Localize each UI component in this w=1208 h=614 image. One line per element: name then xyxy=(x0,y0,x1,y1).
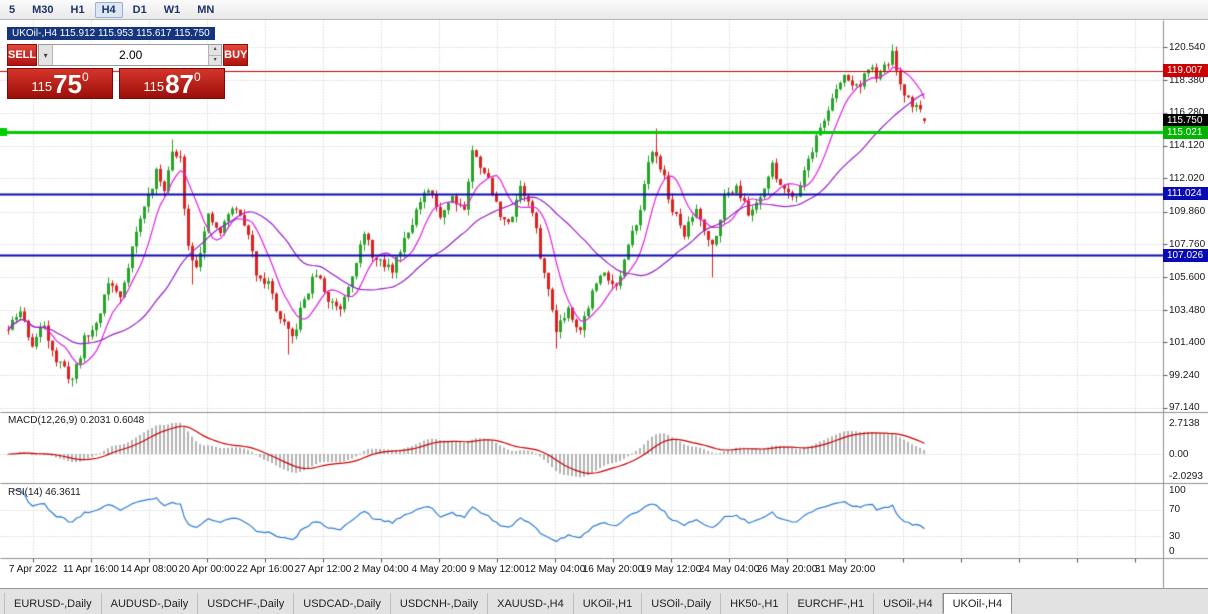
timeframe-toolbar: 5 M30 H1 H4 D1 W1 MN xyxy=(0,0,1208,20)
bid-price-display[interactable]: 115 75 0 xyxy=(7,68,113,99)
time-axis-label: 4 May 20:00 xyxy=(411,564,467,575)
chart-tab-hk50-h1[interactable]: HK50-,H1 xyxy=(721,593,789,614)
rsi-scale-tick: 70 xyxy=(1169,504,1181,516)
trade-buttons-row: SELL ▾ ▴ ▾ BUY xyxy=(7,44,249,66)
timeframe-button-H4[interactable]: H4 xyxy=(94,1,123,18)
price-scale-tick: 99.240 xyxy=(1169,369,1200,381)
volume-input[interactable] xyxy=(53,45,209,65)
volume-dropdown-button[interactable]: ▾ xyxy=(39,45,54,65)
trade-prices-row: 115 75 0 115 87 0 xyxy=(7,68,225,99)
chart-ohlc-info: UKOil-,H4 115.912 115.953 115.617 115.75… xyxy=(7,27,215,40)
price-marker-115.021: 115.021 xyxy=(1163,125,1208,139)
rsi-scale-tick: 0 xyxy=(1169,545,1175,557)
time-axis-label: 24 May 04:00 xyxy=(698,564,760,575)
time-axis-label: 9 May 12:00 xyxy=(469,564,525,575)
timeframe-button-D1[interactable]: D1 xyxy=(132,3,147,16)
macd-indicator-label: MACD(12,26,9) 0.2031 0.6048 xyxy=(8,415,145,426)
time-axis-label: 12 May 04:00 xyxy=(524,564,586,575)
buy-button[interactable]: BUY xyxy=(223,44,249,66)
bid-big-digits: 75 xyxy=(53,69,82,99)
bid-pip-digit: 0 xyxy=(81,70,89,84)
macd-scale-tick: 0.00 xyxy=(1169,448,1189,460)
timeframe-button-5[interactable]: 5 xyxy=(9,3,16,16)
price-scale-tick: 109.860 xyxy=(1169,206,1206,218)
price-marker-107.026: 107.026 xyxy=(1163,248,1208,262)
time-axis-label: 19 May 12:00 xyxy=(640,564,702,575)
volume-increase-button[interactable]: ▴ xyxy=(209,45,222,56)
price-marker-119.007: 119.007 xyxy=(1163,64,1208,78)
price-scale-tick: 107.760 xyxy=(1169,238,1206,250)
timeframe-button-M30[interactable]: M30 xyxy=(32,3,54,16)
sell-button[interactable]: SELL xyxy=(7,44,38,66)
price-scale-tick: 101.400 xyxy=(1169,336,1206,348)
timeframe-button-W1[interactable]: W1 xyxy=(163,3,181,16)
ask-prefix: 115 xyxy=(143,79,165,94)
timeframe-button-MN[interactable]: MN xyxy=(197,3,215,16)
ask-price-display[interactable]: 115 87 0 xyxy=(119,68,225,99)
time-axis-label: 2 May 04:00 xyxy=(353,564,409,575)
chart-tab-usoil-h4[interactable]: USOil-,H4 xyxy=(874,593,943,614)
one-click-trading-panel: SELL ▾ ▴ ▾ BUY 115 75 0 115 87 0 xyxy=(7,44,249,99)
time-axis-label: 11 Apr 16:00 xyxy=(63,564,119,575)
price-scale-tick: 112.020 xyxy=(1169,172,1205,184)
time-axis-label: 22 Apr 16:00 xyxy=(236,564,294,575)
time-axis-label: 16 May 20:00 xyxy=(582,564,644,575)
macd-scale-tick: 2.7138 xyxy=(1169,417,1200,429)
rsi-scale-tick: 30 xyxy=(1169,530,1181,542)
chart-tabs-bar: EURUSD-,Daily AUDUSD-,Daily USDCHF-,Daily U… xyxy=(0,588,1208,614)
time-axis-label: 27 Apr 12:00 xyxy=(294,564,352,575)
volume-spinner: ▴ ▾ xyxy=(208,45,222,65)
price-scale-tick: 120.540 xyxy=(1169,41,1206,53)
bid-prefix: 115 xyxy=(31,79,53,94)
chart-tab-usoil-daily[interactable]: USOil-,Daily xyxy=(642,593,722,614)
chart-tab-usdchf-daily[interactable]: USDCHF-,Daily xyxy=(198,593,295,614)
time-axis-label: 26 May 20:00 xyxy=(756,564,818,575)
volume-decrease-button[interactable]: ▾ xyxy=(209,55,222,65)
price-scale-tick: 103.480 xyxy=(1169,304,1206,316)
timeframe-button-H1[interactable]: H1 xyxy=(70,3,85,16)
chart-tab-audusd-daily[interactable]: AUDUSD-,Daily xyxy=(101,593,199,614)
price-scale-tick: 116.280 xyxy=(1169,107,1205,119)
chart-tab-eurusd-daily[interactable]: EURUSD-,Daily xyxy=(4,593,102,614)
rsi-scale-tick: 100 xyxy=(1169,484,1186,496)
ask-big-digits: 87 xyxy=(165,69,194,99)
chart-tab-eurchf-h1[interactable]: EURCHF-,H1 xyxy=(788,593,875,614)
price-scale-tick: 114.120 xyxy=(1169,140,1205,152)
price-marker-111.024: 111.024 xyxy=(1163,187,1208,201)
time-axis-label: 7 Apr 2022 xyxy=(8,564,58,575)
chart-tab-usdcad-daily[interactable]: USDCAD-,Daily xyxy=(294,593,391,614)
chart-tab-ukoil-h1[interactable]: UKOil-,H1 xyxy=(573,593,643,614)
chart-tab-ukoil-h4[interactable]: UKOil-,H4 xyxy=(942,593,1013,614)
ask-pip-digit: 0 xyxy=(193,70,201,84)
chart-tab-usdcnh-daily[interactable]: USDCNH-,Daily xyxy=(390,593,489,614)
price-scale-tick: 97.140 xyxy=(1169,402,1200,414)
chevron-down-icon: ▾ xyxy=(43,50,48,60)
price-scale-tick: 105.600 xyxy=(1169,271,1206,283)
macd-scale-tick: -2.0293 xyxy=(1169,471,1203,483)
time-axis-label: 20 Apr 00:00 xyxy=(178,564,236,575)
time-axis-label: 14 Apr 08:00 xyxy=(120,564,178,575)
price-scale-tick: 118.380 xyxy=(1169,74,1205,86)
price-marker-115.750: 115.750 xyxy=(1163,114,1208,128)
rsi-indicator-label: RSI(14) 46.3611 xyxy=(8,487,81,498)
volume-control: ▾ ▴ ▾ xyxy=(38,44,223,66)
chart-tab-xauusd-h4[interactable]: XAUUSD-,H4 xyxy=(488,593,574,614)
time-axis-label: 31 May 20:00 xyxy=(814,564,876,575)
